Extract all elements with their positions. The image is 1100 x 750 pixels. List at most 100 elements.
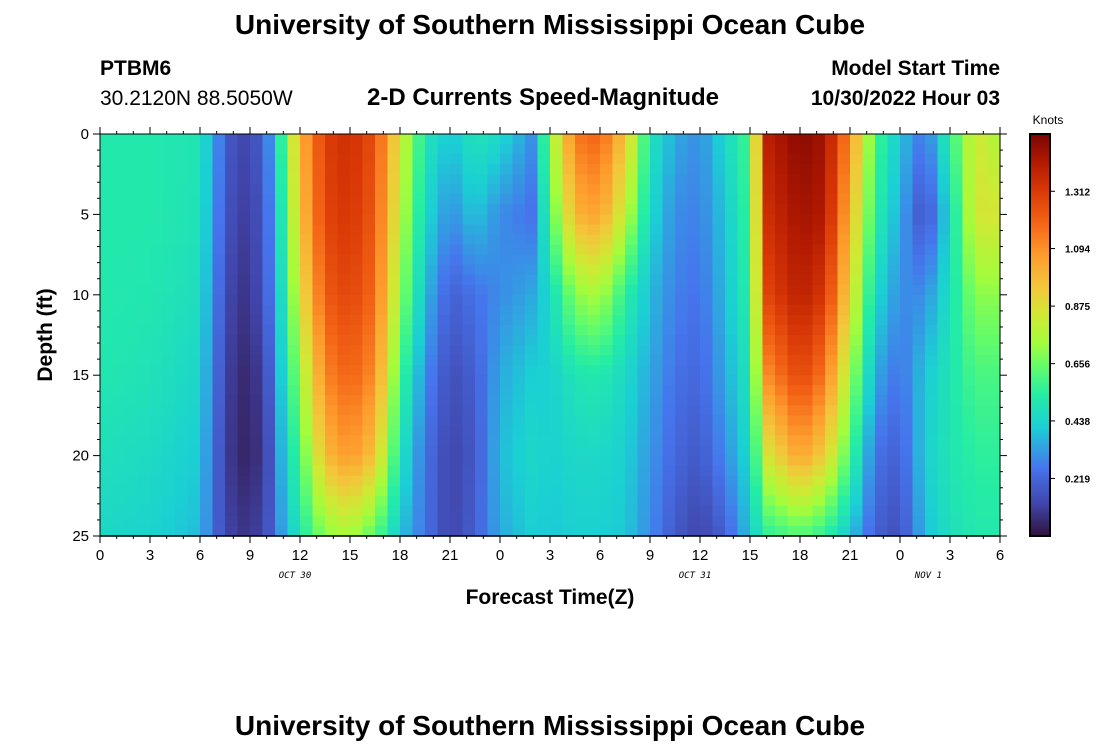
heatmap-cell	[962, 314, 976, 326]
heatmap-cell	[800, 294, 814, 306]
heatmap-cell	[887, 495, 901, 507]
heatmap-cell	[237, 254, 251, 266]
heatmap-cell	[575, 304, 589, 316]
heatmap-cell	[737, 495, 751, 507]
heatmap-cell	[862, 375, 876, 386]
heatmap-cell	[462, 314, 476, 326]
heatmap-cell	[950, 395, 964, 406]
heatmap-cell	[587, 505, 601, 517]
heatmap-cell	[962, 375, 976, 386]
heatmap-cell	[287, 144, 301, 155]
heatmap-cell	[625, 405, 639, 416]
heatmap-cell	[125, 324, 139, 336]
heatmap-cell	[375, 264, 389, 276]
heatmap-cell	[562, 435, 576, 447]
heatmap-cell	[812, 184, 826, 195]
heatmap-cell	[937, 515, 951, 527]
heatmap-cell	[837, 405, 851, 416]
heatmap-cell	[575, 425, 589, 437]
heatmap-cell	[300, 435, 314, 447]
heatmap-cell	[525, 445, 539, 457]
heatmap-cell	[425, 395, 439, 406]
heatmap-cell	[787, 324, 801, 336]
heatmap-cell	[662, 515, 676, 527]
heatmap-cell	[600, 455, 614, 467]
heatmap-cell	[575, 525, 589, 537]
heatmap-cell	[725, 174, 739, 185]
heatmap-cell	[900, 144, 914, 155]
heatmap-cell	[187, 214, 201, 226]
heatmap-cell	[987, 234, 1001, 246]
footer-title: University of Southern Mississippi Ocean…	[234, 710, 866, 741]
heatmap-cell	[150, 345, 164, 356]
heatmap-cell	[275, 224, 289, 236]
heatmap-cell	[350, 375, 364, 386]
heatmap-cell	[550, 184, 564, 195]
heatmap-cell	[375, 455, 389, 467]
heatmap-cell	[850, 134, 864, 145]
heatmap-cell	[937, 144, 951, 155]
heatmap-cell	[650, 455, 664, 467]
heatmap-cell	[112, 435, 126, 447]
heatmap-cell	[950, 425, 964, 437]
heatmap-cell	[162, 284, 176, 296]
heatmap-cell	[875, 355, 889, 366]
heatmap-cell	[800, 214, 814, 226]
heatmap-cell	[325, 194, 339, 205]
heatmap-cell	[775, 254, 789, 266]
heatmap-cell	[912, 144, 926, 155]
heatmap-cell	[637, 324, 651, 336]
heatmap-cell	[225, 194, 239, 205]
heatmap-cell	[962, 304, 976, 316]
heatmap-cell	[987, 405, 1001, 416]
heatmap-cell	[712, 154, 726, 165]
heatmap-cell	[137, 314, 151, 326]
heatmap-cell	[975, 174, 989, 185]
heatmap-cell	[962, 465, 976, 477]
heatmap-cell	[875, 184, 889, 195]
heatmap-cell	[700, 405, 714, 416]
heatmap-cell	[500, 264, 514, 276]
heatmap-cell	[750, 485, 764, 497]
heatmap-cell	[137, 395, 151, 406]
heatmap-cell	[275, 284, 289, 296]
heatmap-cell	[687, 455, 701, 467]
heatmap-cell	[512, 254, 526, 266]
heatmap-cell	[312, 385, 326, 396]
heatmap-cell	[450, 164, 464, 175]
heatmap-cell	[262, 144, 276, 155]
heatmap-cell	[162, 355, 176, 366]
heatmap-cell	[962, 204, 976, 215]
heatmap-cell	[150, 224, 164, 236]
heatmap-cell	[337, 415, 351, 427]
heatmap-cell	[650, 355, 664, 366]
heatmap-cell	[987, 455, 1001, 467]
heatmap-cell	[200, 375, 214, 386]
heatmap-cell	[212, 164, 226, 175]
heatmap-cell	[362, 314, 376, 326]
heatmap-cell	[337, 525, 351, 537]
heatmap-cell	[187, 345, 201, 356]
heatmap-cell	[412, 254, 426, 266]
heatmap-cell	[300, 264, 314, 276]
heatmap-cell	[487, 525, 501, 537]
heatmap-cell	[312, 264, 326, 276]
heatmap-cell	[775, 515, 789, 527]
heatmap-cell	[312, 314, 326, 326]
heatmap-cell	[575, 405, 589, 416]
heatmap-cell	[225, 515, 239, 527]
heatmap-cell	[250, 465, 264, 477]
heatmap-cell	[312, 294, 326, 306]
heatmap-cell	[712, 324, 726, 336]
heatmap-cell	[812, 144, 826, 155]
heatmap-cell	[200, 254, 214, 266]
heatmap-cell	[150, 214, 164, 226]
heatmap-cell	[125, 234, 139, 246]
heatmap-cell	[837, 204, 851, 215]
heatmap-cell	[262, 264, 276, 276]
heatmap-cell	[100, 244, 114, 256]
heatmap-cell	[162, 465, 176, 477]
heatmap-cell	[412, 395, 426, 406]
heatmap-cell	[675, 445, 689, 457]
heatmap-cell	[350, 385, 364, 396]
